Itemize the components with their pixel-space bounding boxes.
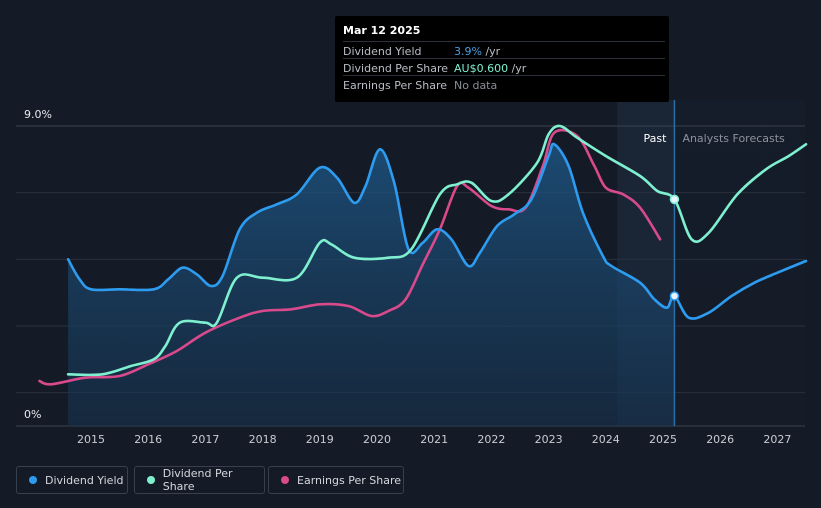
x-tick-label: 2021 (420, 433, 448, 446)
tooltip-label: Earnings Per Share (343, 79, 448, 92)
x-tick-label: 2019 (306, 433, 334, 446)
forecast-region (674, 100, 805, 426)
x-tick-label: 2027 (763, 433, 791, 446)
tooltip-unit: /yr (481, 45, 501, 58)
legend-label: Dividend Per Share (162, 467, 233, 493)
tooltip-unit: /yr (508, 62, 527, 75)
legend-dot-icon (147, 476, 155, 484)
tooltip-row-dividend-per-share: Dividend Per Share AU$0.600 /yr (343, 58, 665, 76)
x-tick-label: 2026 (706, 433, 734, 446)
tooltip-value: AU$0.600 (454, 62, 509, 75)
tooltip-date: Mar 12 2025 (343, 24, 421, 37)
dividend-yield-line (66, 142, 808, 320)
past-label: Past (644, 132, 668, 145)
dividend-yield-marker (669, 291, 680, 301)
tooltip: Mar 12 2025 Dividend Yield 3.9% /yr Divi… (335, 16, 669, 102)
tooltip-row-dividend-yield: Dividend Yield 3.9% /yr (343, 41, 665, 59)
legend-item-dividend-per-share[interactable]: Dividend Per Share (134, 466, 265, 494)
x-tick-label: 2015 (77, 433, 105, 446)
y-axis-label-min: 0% (24, 408, 41, 421)
forecast-label: Analysts Forecasts (682, 132, 785, 145)
x-tick-label: 2023 (535, 433, 563, 446)
legend-label: Earnings Per Share (297, 473, 402, 487)
legend-item-earnings-per-share[interactable]: Earnings Per Share (268, 466, 404, 494)
tooltip-label: Dividend Yield (343, 45, 422, 58)
x-tick-label: 2024 (592, 433, 620, 446)
x-tick-label: 2025 (649, 433, 677, 446)
legend-item-dividend-yield[interactable]: Dividend Yield (16, 466, 128, 494)
x-tick-label: 2022 (477, 433, 505, 446)
tooltip-value: No data (454, 79, 498, 92)
tooltip-label: Dividend Per Share (343, 62, 449, 75)
dividend-per-share-marker (669, 194, 680, 205)
dividend-per-share-line (66, 124, 808, 377)
x-tick-label: 2018 (249, 433, 277, 446)
legend-dot-icon (29, 476, 37, 484)
x-tick-label: 2020 (363, 433, 391, 446)
y-axis-label-max: 9.0% (24, 108, 52, 121)
x-tick-label: 2016 (134, 433, 162, 446)
dividend-yield-area (68, 143, 675, 426)
legend-dot-icon (281, 476, 289, 484)
x-tick-label: 2017 (191, 433, 219, 446)
legend-label: Dividend Yield (45, 473, 124, 487)
tooltip-row-earnings-per-share: Earnings Per Share No data (343, 75, 665, 93)
tooltip-value: 3.9% (454, 45, 482, 58)
